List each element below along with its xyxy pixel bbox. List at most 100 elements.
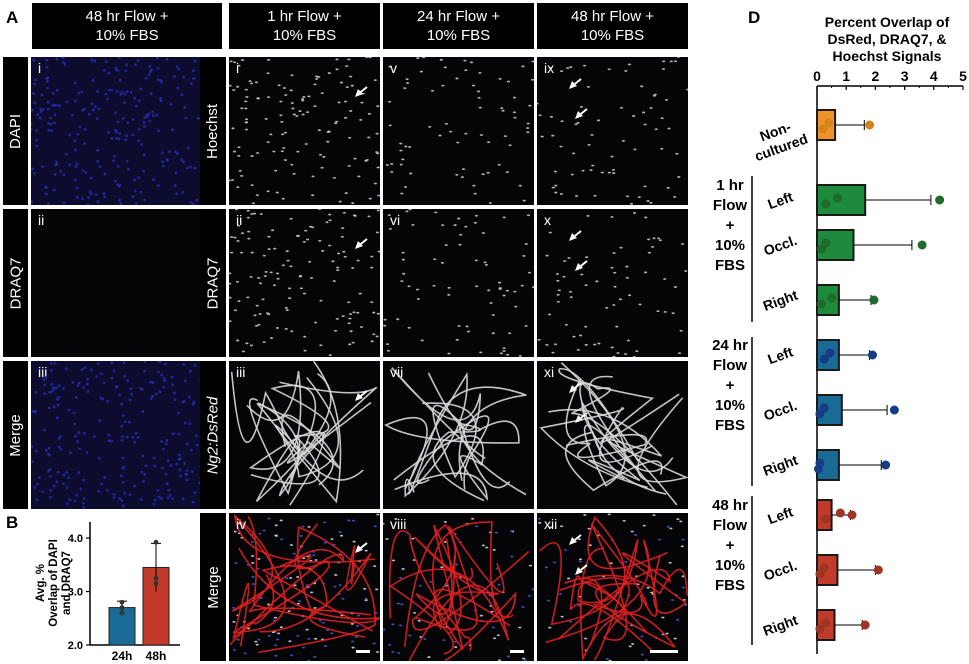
cell-signal: [453, 640, 457, 643]
nucleus-dot: [153, 464, 157, 468]
nucleus-dot: [65, 486, 69, 490]
cell-signal: [305, 628, 309, 631]
cell-signal: [487, 289, 491, 292]
cell-signal: [336, 269, 340, 271]
cell-signal: [308, 260, 312, 263]
panel-a-numeral-iii: iii: [38, 364, 48, 380]
cell-signal: [566, 67, 570, 70]
cell-signal: [264, 118, 268, 120]
cell-signal: [229, 251, 234, 254]
b-y-tick-label: 3.0: [68, 587, 83, 599]
cell-signal: [665, 632, 669, 635]
nucleus-dot: [189, 201, 193, 205]
cell-signal: [301, 525, 305, 528]
cell-signal: [377, 250, 380, 253]
cell-signal: [681, 538, 685, 541]
nucleus-dot: [171, 497, 175, 501]
nucleus-dot: [118, 496, 122, 500]
cell-signal: [236, 85, 240, 88]
nucleus-dot: [96, 159, 100, 163]
cell-signal: [613, 285, 617, 288]
cell-signal: [612, 304, 616, 306]
cell-signal: [526, 131, 530, 134]
cell-signal: [457, 217, 461, 220]
panel-c-image-r0c0: i: [229, 57, 380, 205]
nucleus-dot: [47, 469, 50, 473]
nucleus-dot: [157, 361, 161, 363]
nucleus-dot: [56, 470, 60, 474]
cell-signal: [559, 145, 563, 148]
cell-signal: [658, 239, 663, 242]
d-group-label-1: 1 hr Flow +10% FBS: [713, 177, 747, 274]
cell-signal: [661, 68, 666, 70]
cell-signal: [254, 81, 259, 84]
nucleus-dot: [163, 379, 166, 383]
d-data-point: [815, 458, 825, 468]
nucleus-dot: [143, 361, 147, 363]
vessel-segment: [231, 514, 376, 612]
nucleus-dot: [57, 437, 61, 440]
cell-signal: [244, 121, 249, 124]
cell-signal: [283, 131, 288, 134]
cell-signal: [464, 69, 468, 72]
cell-signal: [254, 640, 258, 643]
cell-signal: [333, 329, 338, 332]
cell-signal: [478, 71, 482, 74]
nucleus-dot: [55, 88, 59, 92]
cell-signal: [497, 583, 501, 586]
panel-c-image-r0c1: v: [383, 57, 534, 205]
cell-signal: [301, 113, 305, 116]
cell-signal: [332, 176, 336, 179]
cell-signal: [530, 78, 534, 81]
cell-signal: [458, 243, 462, 246]
cell-signal: [578, 560, 582, 563]
panel-c-row-label-0: Hoechst: [200, 57, 226, 205]
nucleus-dot: [173, 150, 177, 154]
nucleus-dot: [33, 409, 37, 413]
nucleus-dot: [142, 125, 146, 128]
panel-c-image-r2c2: xi: [537, 361, 688, 509]
cell-signal: [252, 212, 257, 215]
cell-signal: [409, 172, 413, 175]
cell-signal: [563, 260, 567, 262]
nucleus-dot: [148, 119, 152, 123]
nucleus-dot: [162, 376, 166, 380]
cell-signal: [616, 352, 620, 354]
vessel-segment: [261, 565, 374, 638]
cell-signal: [341, 227, 345, 230]
cell-signal: [328, 354, 332, 357]
nucleus-dot: [175, 462, 179, 466]
cell-signal: [578, 558, 583, 561]
nucleus-dot: [55, 480, 59, 484]
cell-signal: [244, 107, 248, 110]
cell-signal: [652, 514, 656, 517]
nucleus-dot: [82, 431, 86, 435]
nucleus-dot: [50, 390, 54, 393]
cell-signal: [449, 130, 453, 133]
vessel-segment: [577, 539, 648, 661]
nucleus-dot: [92, 435, 96, 438]
cell-signal: [595, 280, 599, 283]
cell-signal: [554, 191, 558, 194]
cell-signal: [420, 339, 424, 342]
cell-signal: [258, 282, 263, 285]
cell-signal: [411, 537, 415, 540]
cell-signal: [545, 343, 549, 346]
nucleus-dot: [110, 88, 114, 92]
nucleus-dot: [47, 121, 51, 125]
vessel-segment: [391, 367, 486, 460]
vessel-segment: [404, 371, 468, 498]
d-data-point: [835, 508, 845, 518]
nucleus-dot: [80, 368, 84, 371]
nucleus-dot: [91, 79, 95, 82]
cell-signal: [640, 653, 645, 656]
cell-signal: [521, 606, 525, 608]
cell-signal: [418, 584, 422, 587]
nucleus-dot: [89, 176, 93, 180]
nucleus-dot: [178, 468, 182, 472]
cell-signal: [376, 166, 380, 169]
cell-signal: [400, 603, 404, 606]
cell-signal: [548, 626, 552, 629]
nucleus-dot: [44, 448, 48, 452]
